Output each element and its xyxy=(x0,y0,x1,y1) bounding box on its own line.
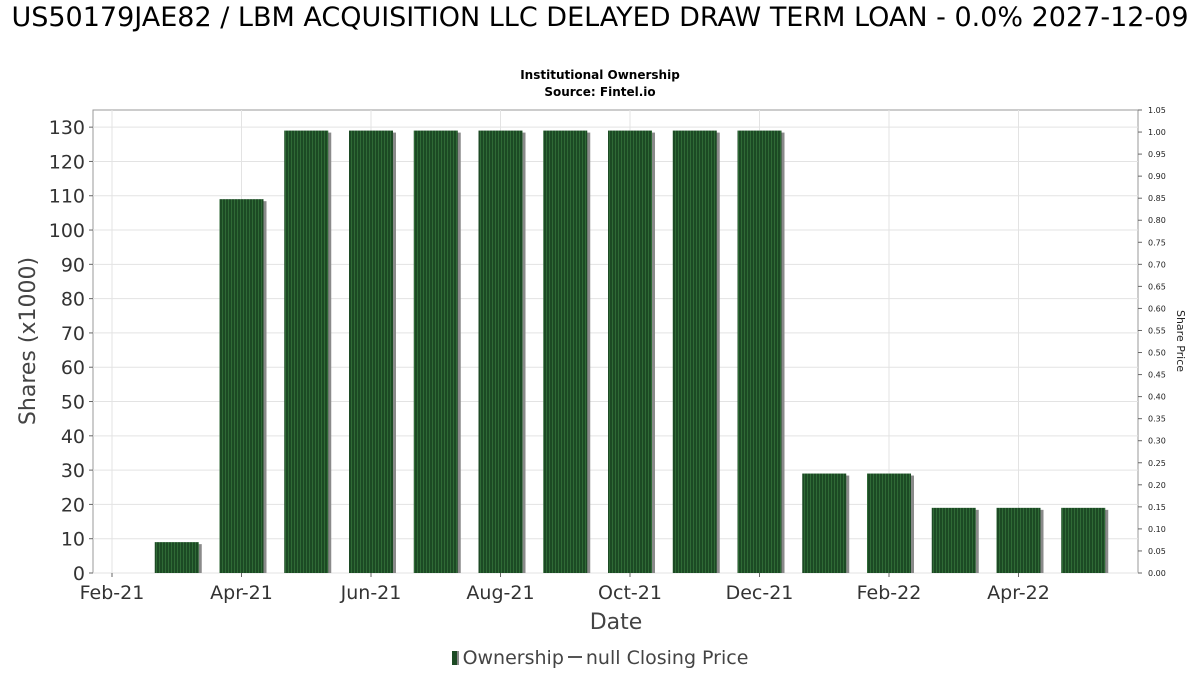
y2-tick-label: 1.05 xyxy=(1148,106,1166,115)
y2-tick-label: 0.75 xyxy=(1148,238,1166,247)
y2-tick-label: 0.85 xyxy=(1148,194,1166,203)
y-tick-label: 60 xyxy=(61,357,85,379)
chart-subtitle-line-1: Institutional Ownership xyxy=(520,68,680,82)
y2-tick-label: 0.70 xyxy=(1148,260,1166,269)
x-tick-label: Dec-21 xyxy=(726,582,794,604)
y2-tick-label: 0.45 xyxy=(1148,371,1166,380)
y-tick-label: 120 xyxy=(49,151,85,173)
bar xyxy=(996,507,1041,573)
y2-tick-label: 0.30 xyxy=(1148,437,1166,446)
y2-tick-label: 0.25 xyxy=(1148,459,1166,468)
bar xyxy=(737,130,782,574)
y-axis-ticks: 0 10 20 30 40 50 60 70 80 90 100 110 120 130 xyxy=(49,117,93,585)
y-tick-label: 100 xyxy=(49,220,85,242)
x-tick-label: Apr-21 xyxy=(210,582,273,604)
y2-tick-label: 0.95 xyxy=(1148,150,1166,159)
x-tick-label: Jun-21 xyxy=(340,582,402,604)
y2-tick-label: 0.80 xyxy=(1148,216,1166,225)
chart-subtitle-line-2: Source: Fintel.io xyxy=(544,85,656,99)
bar xyxy=(1061,507,1106,573)
y2-tick-label: 0.00 xyxy=(1148,569,1166,578)
bar xyxy=(284,130,329,574)
y-tick-label: 130 xyxy=(49,117,85,139)
bar xyxy=(219,199,264,574)
y2-axis-label: Share Price xyxy=(1174,310,1187,372)
legend: Ownership null Closing Price xyxy=(0,647,1200,669)
y2-tick-label: 0.35 xyxy=(1148,415,1166,424)
y2-tick-label: 0.15 xyxy=(1148,503,1166,512)
y2-tick-label: 0.65 xyxy=(1148,282,1166,291)
y2-tick-label: 1.00 xyxy=(1148,128,1166,137)
y2-tick-label: 0.50 xyxy=(1148,349,1166,358)
y2-tick-label: 0.55 xyxy=(1148,326,1166,335)
x-tick-label: Aug-21 xyxy=(466,582,534,604)
x-axis-ticks: Feb-21 Apr-21 Jun-21 Aug-21 Oct-21 Dec-21 Feb-… xyxy=(80,573,1050,604)
y-tick-label: 0 xyxy=(73,563,85,585)
y2-tick-label: 0.60 xyxy=(1148,304,1166,313)
y-tick-label: 40 xyxy=(61,426,85,448)
bar xyxy=(672,130,717,574)
y-tick-label: 30 xyxy=(61,460,85,482)
y-tick-label: 90 xyxy=(61,254,85,276)
y2-tick-label: 0.90 xyxy=(1148,172,1166,181)
y2-axis-ticks: 0.00 0.05 0.10 0.15 0.20 0.25 0.30 0.35 0.40 0.45… xyxy=(1138,106,1166,578)
y-tick-label: 70 xyxy=(61,323,85,345)
bar xyxy=(802,473,847,573)
x-axis-label: Date xyxy=(590,610,643,635)
x-tick-label: Apr-22 xyxy=(987,582,1050,604)
x-tick-label: Oct-21 xyxy=(598,582,662,604)
y-tick-label: 50 xyxy=(61,392,85,414)
y2-tick-label: 0.40 xyxy=(1148,393,1166,402)
y-axis-label: Shares (x1000) xyxy=(16,257,41,425)
bars xyxy=(154,130,1109,574)
y-tick-label: 110 xyxy=(49,186,85,208)
chart-title: US50179JAE82 / LBM ACQUISITION LLC DELAY… xyxy=(11,2,1189,33)
bar xyxy=(349,130,393,574)
y2-tick-label: 0.10 xyxy=(1148,525,1166,534)
legend-ownership: Ownership xyxy=(462,647,564,669)
bar xyxy=(154,542,199,573)
bar xyxy=(543,130,588,574)
y2-tick-label: 0.20 xyxy=(1148,481,1166,490)
bar xyxy=(867,473,911,573)
y-tick-label: 20 xyxy=(61,494,85,516)
x-tick-label: Feb-21 xyxy=(80,582,145,604)
bar xyxy=(413,130,458,574)
bar xyxy=(931,507,976,573)
ownership-legend-swatch xyxy=(451,651,459,665)
bar xyxy=(478,130,523,574)
y-tick-label: 10 xyxy=(61,529,85,551)
y-tick-label: 80 xyxy=(61,289,85,311)
closing-price-legend-line xyxy=(567,656,582,658)
x-tick-label: Feb-22 xyxy=(857,582,922,604)
bar xyxy=(608,130,652,574)
legend-closing-price: null Closing Price xyxy=(585,647,749,669)
y2-tick-label: 0.05 xyxy=(1148,547,1166,556)
